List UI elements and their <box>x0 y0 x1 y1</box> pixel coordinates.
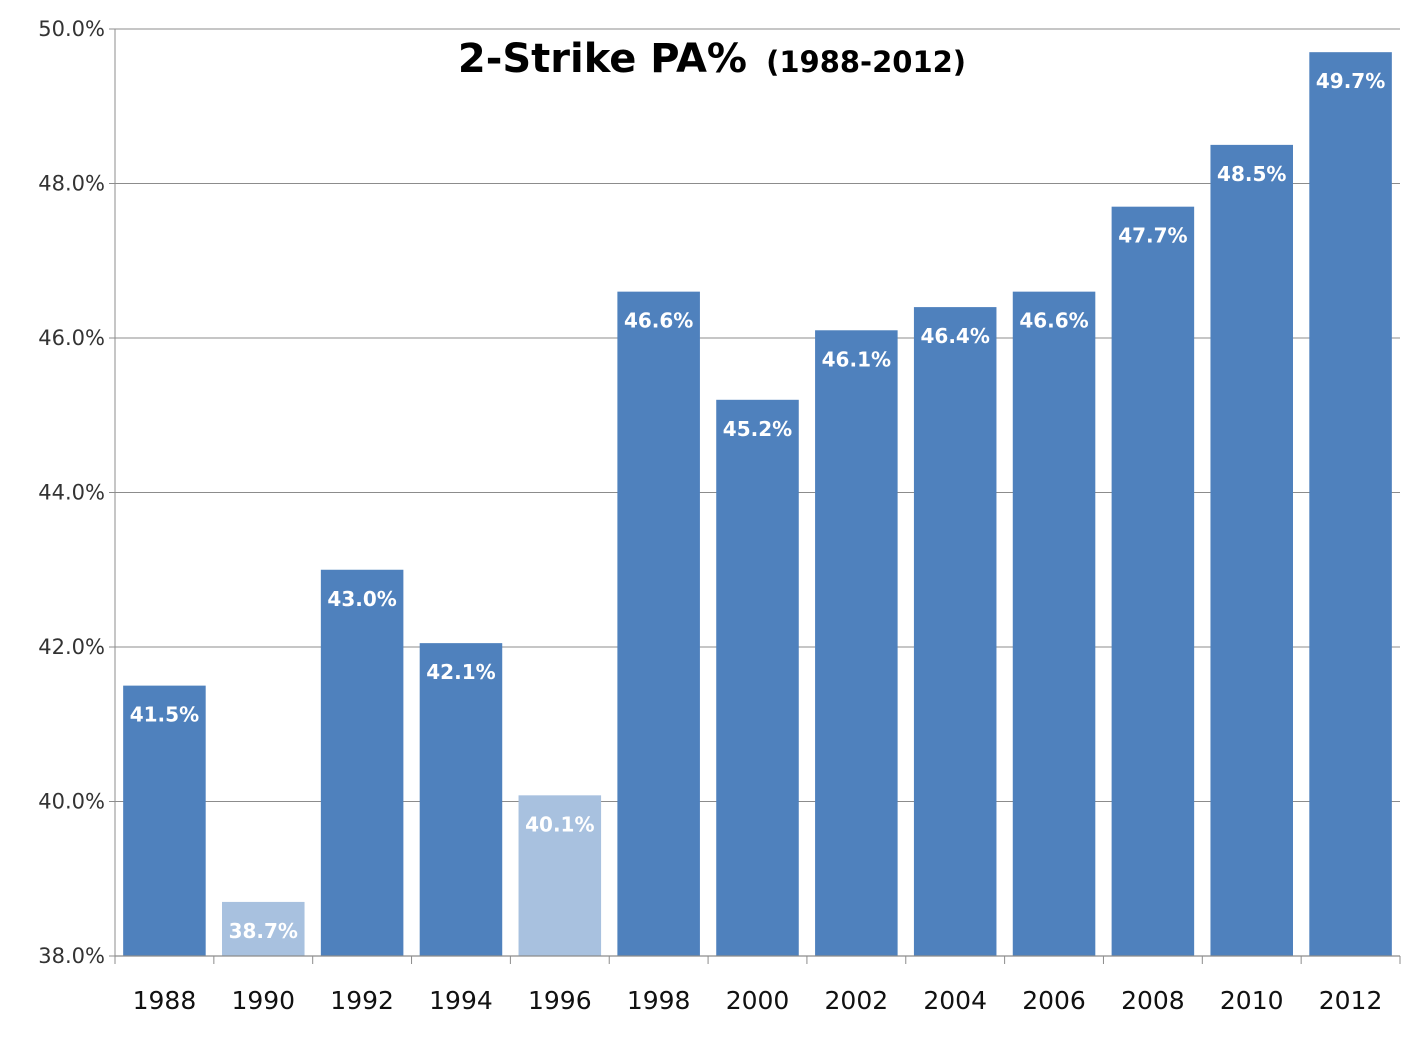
y-tick-label: 46.0% <box>38 326 105 350</box>
data-label-1990: 38.7% <box>229 919 298 943</box>
bar-1988 <box>123 685 206 956</box>
x-tick-label: 2004 <box>923 986 987 1015</box>
data-label-1992: 43.0% <box>327 587 396 611</box>
data-label-2010: 48.5% <box>1217 162 1286 186</box>
y-tick-label: 40.0% <box>38 790 105 814</box>
x-tick-label: 1992 <box>330 986 394 1015</box>
data-label-1998: 46.6% <box>624 309 693 333</box>
data-label-2002: 46.1% <box>822 347 891 371</box>
x-tick-label: 2002 <box>825 986 889 1015</box>
x-tick-label: 1990 <box>231 986 295 1015</box>
x-tick-label: 1996 <box>528 986 592 1015</box>
x-tick-label: 2008 <box>1121 986 1185 1015</box>
data-label-2008: 47.7% <box>1118 224 1187 248</box>
bar-2004 <box>913 307 997 957</box>
y-tick-label: 42.0% <box>38 635 105 659</box>
bar-2008 <box>1111 206 1195 957</box>
bar-2006 <box>1012 291 1096 956</box>
data-label-2006: 46.6% <box>1019 309 1088 333</box>
chart-title: 2-Strike PA% (1988-2012) <box>458 36 966 82</box>
data-label-2000: 45.2% <box>723 417 792 441</box>
data-label-1988: 41.5% <box>130 703 199 727</box>
y-tick-label: 38.0% <box>38 944 105 968</box>
chart-title-group: 2-Strike PA% (1988-2012) <box>458 36 966 82</box>
axes: 38.0% 40.0% 42.0% 44.0% 46.0% 48.0% 50.0% 1988 1… <box>38 17 1401 1015</box>
bar-2010 <box>1210 144 1293 956</box>
bar-2000 <box>716 399 799 956</box>
bar-1990 <box>222 901 305 956</box>
chart-subtitle: (1988-2012) <box>766 45 966 79</box>
x-tick-label: 2000 <box>726 986 790 1015</box>
x-tick-label: 2010 <box>1220 986 1284 1015</box>
data-label-2012: 49.7% <box>1316 69 1385 93</box>
bar-1996 <box>518 795 602 956</box>
x-tick-label: 2012 <box>1319 986 1383 1015</box>
x-tick-label: 1998 <box>627 986 691 1015</box>
bar-1992 <box>320 569 404 956</box>
data-label-1994: 42.1% <box>426 660 495 684</box>
x-tick-label: 2006 <box>1022 986 1086 1015</box>
y-tick-label: 50.0% <box>38 17 105 41</box>
bar-2002 <box>815 330 898 956</box>
x-tick-label: 1988 <box>133 986 197 1015</box>
bar-1998 <box>617 291 700 956</box>
y-tick-label: 48.0% <box>38 172 105 196</box>
chart-title-main: 2-Strike PA% <box>458 36 747 82</box>
y-tick-label: 44.0% <box>38 481 105 505</box>
bar-1994 <box>419 643 503 956</box>
x-tick-label: 1994 <box>429 986 493 1015</box>
bars: 41.5% 38.7% 43.0% 42.1% 40.1% 46.6% 45.2% 46.1%… <box>123 52 1392 957</box>
data-label-2004: 46.4% <box>920 324 989 348</box>
bar-2012 <box>1309 52 1392 957</box>
data-label-1996: 40.1% <box>525 812 594 836</box>
